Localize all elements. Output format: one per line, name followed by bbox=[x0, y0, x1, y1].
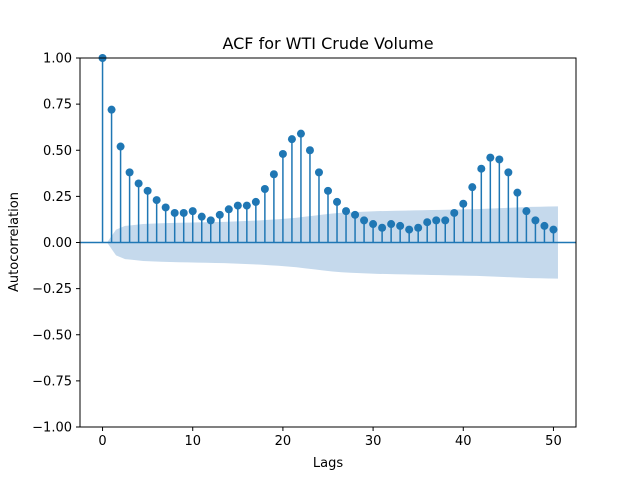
acf-point bbox=[188, 207, 197, 216]
acf-point bbox=[459, 199, 468, 208]
acf-point bbox=[134, 179, 143, 188]
acf-point bbox=[161, 203, 170, 212]
acf-point bbox=[197, 212, 206, 221]
acf-point bbox=[495, 155, 504, 164]
acf-point bbox=[405, 225, 414, 234]
chart-title: ACF for WTI Crude Volume bbox=[222, 34, 433, 53]
acf-point bbox=[324, 186, 332, 195]
x-tick-label: 30 bbox=[365, 434, 382, 449]
acf-point bbox=[143, 186, 152, 195]
acf-point bbox=[260, 184, 269, 193]
acf-point bbox=[278, 149, 287, 158]
acf-point bbox=[206, 216, 215, 225]
acf-point bbox=[360, 216, 369, 225]
y-axis-label: Autocorrelation bbox=[7, 192, 22, 292]
acf-point bbox=[296, 129, 305, 138]
acf-point bbox=[369, 220, 378, 229]
acf-point bbox=[414, 223, 423, 232]
y-tick-label: −1.00 bbox=[32, 421, 72, 436]
acf-point bbox=[269, 170, 278, 179]
x-tick-label: 40 bbox=[455, 434, 472, 449]
x-axis-ticks: 0 10 20 30 40 50 bbox=[98, 427, 562, 449]
acf-point bbox=[287, 135, 296, 144]
acf-point bbox=[522, 207, 531, 216]
x-tick-label: 0 bbox=[98, 434, 106, 449]
acf-point bbox=[305, 146, 314, 155]
x-tick-label: 50 bbox=[545, 434, 562, 449]
x-tick-label: 20 bbox=[275, 434, 292, 449]
plot-area bbox=[79, 54, 577, 428]
acf-point bbox=[468, 183, 477, 192]
acf-point bbox=[233, 201, 242, 210]
y-tick-label: −0.50 bbox=[32, 328, 72, 343]
acf-point bbox=[378, 223, 387, 232]
acf-point bbox=[486, 153, 495, 162]
acf-point bbox=[549, 225, 558, 234]
acf-point bbox=[152, 196, 161, 205]
acf-point bbox=[432, 216, 441, 225]
acf-point bbox=[540, 221, 549, 230]
y-tick-label: −0.75 bbox=[32, 374, 72, 389]
acf-point bbox=[351, 210, 360, 219]
acf-point bbox=[107, 105, 116, 114]
acf-point bbox=[423, 218, 432, 227]
acf-point bbox=[342, 207, 351, 216]
acf-point bbox=[504, 168, 513, 177]
acf-point bbox=[251, 197, 260, 206]
acf-point bbox=[333, 197, 342, 206]
acf-point bbox=[215, 210, 224, 219]
y-axis-ticks: −1.00 −0.75 −0.50 −0.25 0.00 0.25 0.50 0.75 1.00 bbox=[32, 52, 80, 436]
acf-point bbox=[450, 208, 459, 217]
acf-point bbox=[531, 216, 540, 225]
y-tick-label: 0.25 bbox=[43, 190, 72, 205]
acf-point bbox=[170, 208, 179, 217]
acf-point bbox=[513, 188, 522, 197]
y-tick-label: 0.50 bbox=[43, 144, 72, 159]
y-tick-label: −0.25 bbox=[32, 282, 72, 297]
y-tick-label: 0.75 bbox=[43, 98, 72, 113]
y-tick-label: 0.00 bbox=[43, 236, 72, 251]
acf-point bbox=[441, 216, 450, 225]
y-tick-label: 1.00 bbox=[43, 52, 72, 67]
acf-point bbox=[224, 205, 233, 214]
acf-point bbox=[116, 142, 125, 151]
acf-point bbox=[242, 201, 251, 210]
acf-point bbox=[396, 221, 405, 230]
acf-point bbox=[314, 168, 323, 177]
acf-point bbox=[179, 208, 188, 217]
x-axis-label: Lags bbox=[313, 456, 343, 471]
acf-point bbox=[387, 220, 396, 229]
x-tick-label: 10 bbox=[184, 434, 201, 449]
acf-point bbox=[125, 168, 134, 177]
acf-point bbox=[477, 164, 486, 173]
